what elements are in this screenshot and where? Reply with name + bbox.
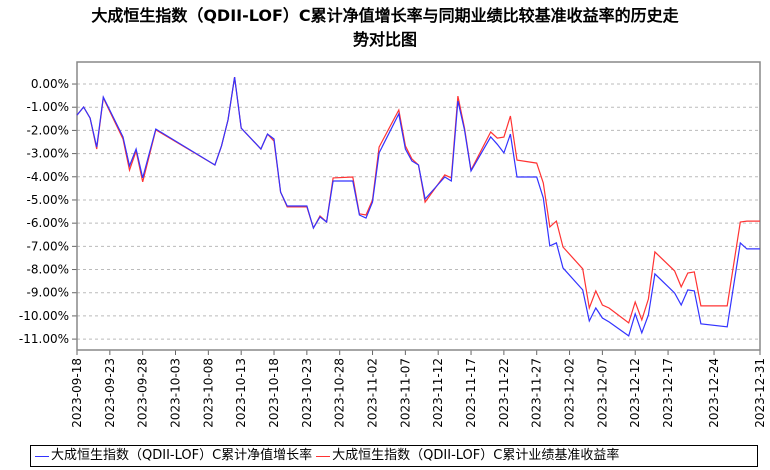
x-tick-label: 2023-10-23 <box>300 358 314 428</box>
chart-title-line2: 势对比图 <box>352 30 417 49</box>
y-tick-label: -6.00% <box>27 216 69 230</box>
x-tick-label: 2023-12-02 <box>563 358 577 428</box>
series-line-nav <box>76 77 760 337</box>
y-tick-label: -1.00% <box>27 100 69 114</box>
x-tick-label: 2023-09-23 <box>103 358 117 428</box>
x-tick-label: 2023-11-02 <box>366 358 380 428</box>
legend-label-benchmark: 大成恒生指数（QDII-LOF）C累计业绩基准收益率 <box>332 448 620 463</box>
x-tick-label: 2023-10-08 <box>201 358 215 428</box>
x-tick-label: 2023-12-12 <box>628 358 642 428</box>
y-tick-label: -3.00% <box>27 147 69 161</box>
plot-frame <box>76 61 761 351</box>
x-tick-label: 2023-11-07 <box>398 358 412 428</box>
legend: 大成恒生指数（QDII-LOF）C累计净值增长率 大成恒生指数（QDII-LOF… <box>30 445 758 467</box>
x-tick-label: 2023-12-24 <box>707 358 721 428</box>
y-tick-label: -5.00% <box>27 193 69 207</box>
x-tick-label: 2023-12-17 <box>661 358 675 428</box>
legend-item-benchmark: 大成恒生指数（QDII-LOF）C累计业绩基准收益率 <box>316 446 619 466</box>
y-tick-label: -2.00% <box>27 123 69 137</box>
legend-swatch-red <box>316 455 331 457</box>
x-tick-label: 2023-09-28 <box>136 358 150 428</box>
x-tick-label: 2023-09-18 <box>70 358 84 428</box>
x-tick-label: 2023-10-18 <box>267 358 281 428</box>
y-tick-label: -8.00% <box>27 263 69 277</box>
legend-label-nav: 大成恒生指数（QDII-LOF）C累计净值增长率 <box>51 448 313 463</box>
x-tick-label: 2023-11-17 <box>464 358 478 428</box>
x-tick-label: 2023-10-03 <box>169 358 183 428</box>
x-tick-label: 2023-11-22 <box>497 358 511 428</box>
chart-title-line1: 大成恒生指数（QDII-LOF）C累计净值增长率与同期业绩比较基准收益率的历史走 <box>91 6 679 25</box>
y-tick-label: -4.00% <box>27 170 69 184</box>
y-tick-label: -7.00% <box>27 239 69 253</box>
x-tick-label: 2023-11-12 <box>431 358 445 428</box>
y-tick-label: 0.00% <box>31 77 69 91</box>
x-tick-label: 2023-11-27 <box>530 358 544 428</box>
legend-item-nav: 大成恒生指数（QDII-LOF）C累计净值增长率 <box>35 446 312 466</box>
x-tick-label: 2023-12-07 <box>595 358 609 428</box>
chart-title: 大成恒生指数（QDII-LOF）C累计净值增长率与同期业绩比较基准收益率的历史走… <box>0 4 770 52</box>
y-tick-label: -9.00% <box>27 286 69 300</box>
x-tick-label: 2023-10-28 <box>333 358 347 428</box>
y-tick-label: -10.00% <box>19 309 69 323</box>
x-tick-label: 2023-10-13 <box>234 358 248 428</box>
x-tick-label: 2023-12-31 <box>753 358 767 428</box>
y-tick-label: -11.00% <box>19 332 69 346</box>
legend-swatch-blue <box>35 455 49 457</box>
